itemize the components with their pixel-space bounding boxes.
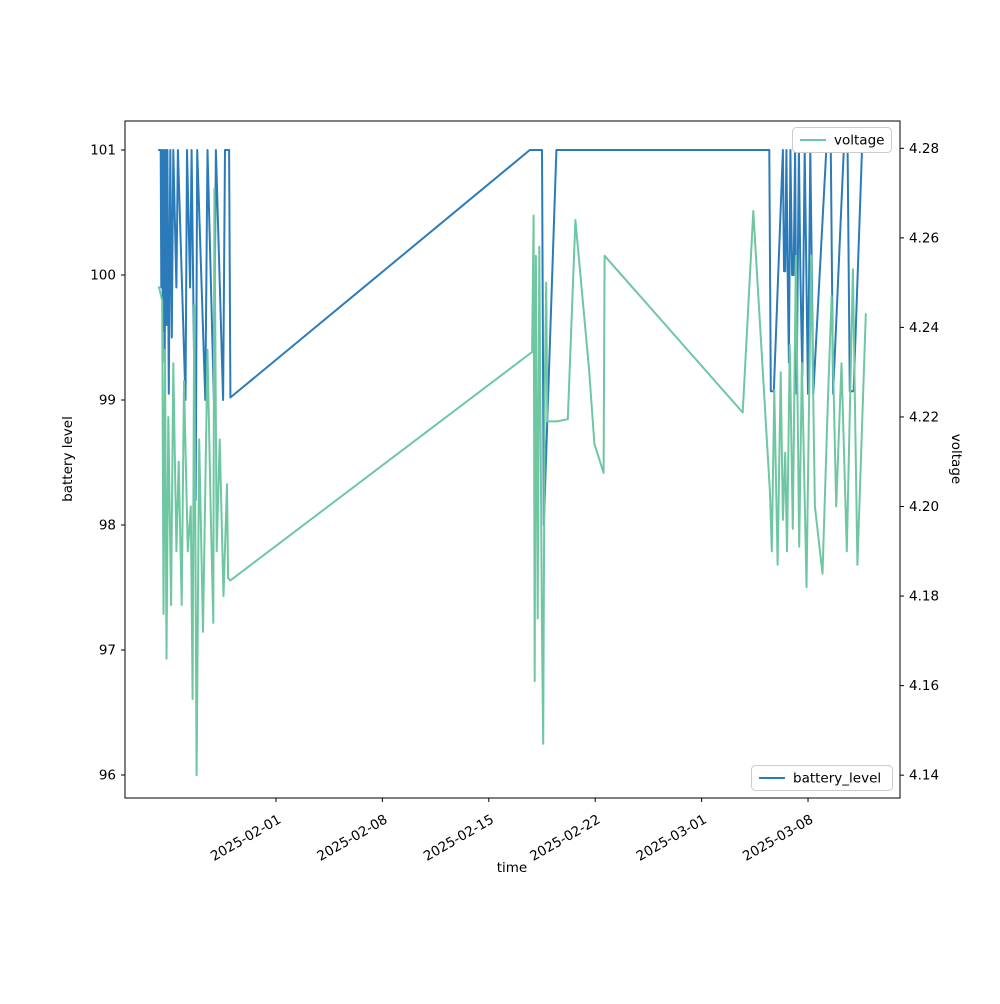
right-y-tick-label: 4.14 <box>909 768 939 784</box>
legend-voltage-label: voltage <box>834 133 884 149</box>
legend-voltage-box <box>792 127 892 153</box>
x-tick-label: 2025-03-01 <box>634 812 710 865</box>
left-y-tick-label: 97 <box>99 643 116 659</box>
x-tick-label: 2025-02-15 <box>421 812 497 865</box>
series-lines <box>157 149 867 777</box>
left-y-tick-label: 96 <box>99 768 116 784</box>
legend-voltage: voltage <box>792 127 892 153</box>
legend-battery-level: battery_level <box>751 765 893 791</box>
right-y-tick-label: 4.16 <box>909 678 939 694</box>
left-y-axis-label: battery level <box>60 416 76 502</box>
legend-battery-level-label: battery_level <box>793 771 881 787</box>
left-y-axis-ticks: 96 97 98 99 100 101 <box>90 143 125 784</box>
right-y-tick-label: 4.24 <box>909 320 939 336</box>
right-y-tick-label: 4.26 <box>909 230 939 246</box>
right-y-axis-ticks: 4.14 4.16 4.18 4.20 4.22 4.24 4.26 4.28 <box>900 141 939 784</box>
x-tick-label: 2025-02-08 <box>314 812 390 865</box>
right-y-tick-label: 4.28 <box>909 141 939 157</box>
x-axis-ticks: 2025-02-01 2025-02-08 2025-02-15 2025-02-22… <box>208 798 816 865</box>
legend-battery-level-box <box>751 765 893 791</box>
left-y-tick-label: 98 <box>99 518 116 534</box>
x-tick-label: 2025-02-01 <box>208 812 284 865</box>
x-tick-label: 2025-03-08 <box>740 812 816 865</box>
right-y-tick-label: 4.22 <box>909 409 939 425</box>
right-y-axis-label: voltage <box>948 434 964 484</box>
left-y-tick-label: 100 <box>90 268 116 284</box>
series-line-battery_level <box>157 149 865 526</box>
left-y-tick-label: 101 <box>90 143 116 159</box>
x-tick-label: 2025-02-22 <box>527 812 603 865</box>
plot-border <box>124 120 901 799</box>
right-y-tick-label: 4.18 <box>909 589 939 605</box>
left-y-tick-label: 99 <box>99 393 116 409</box>
right-y-tick-label: 4.20 <box>909 499 939 515</box>
series-line-voltage <box>157 187 867 777</box>
x-axis-label: time <box>497 860 528 876</box>
